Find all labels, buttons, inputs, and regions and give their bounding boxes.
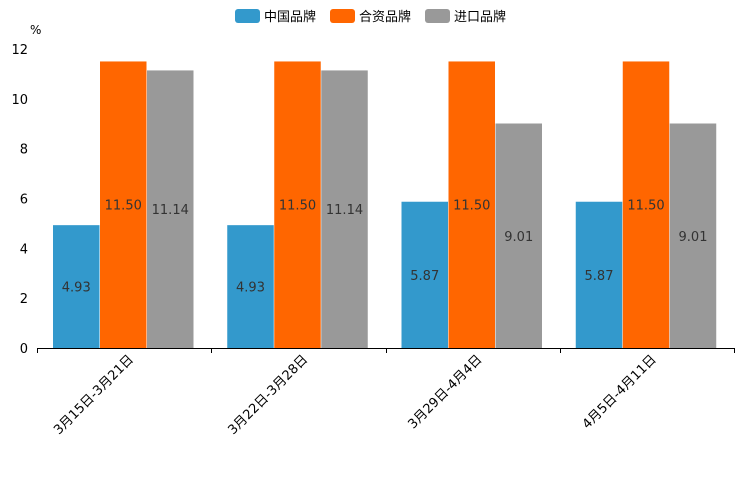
y-tick-label: 0 xyxy=(20,342,28,357)
bar-series3-cat1[interactable] xyxy=(147,70,194,348)
y-tick-label: 6 xyxy=(20,193,28,208)
y-axis-unit-label: % xyxy=(30,23,41,37)
data-label-series3-cat2: 11.14 xyxy=(326,203,363,218)
bar-series1-cat1[interactable] xyxy=(53,225,100,348)
data-label-series3-cat3: 9.01 xyxy=(504,230,533,245)
y-axis: 0 2 4 6 8 10 12 xyxy=(11,43,28,357)
y-tick-label: 12 xyxy=(11,43,28,58)
y-tick-label: 4 xyxy=(20,242,28,257)
legend-label-2[interactable]: 合资品牌 xyxy=(359,9,411,25)
legend-label-1[interactable]: 中国品牌 xyxy=(264,9,316,25)
x-tick-label: 3月15日-3月21日 xyxy=(51,352,137,438)
bar-series1-cat2[interactable] xyxy=(227,225,274,348)
x-tick-label: 4月5日-4月11日 xyxy=(580,352,660,432)
x-axis: 3月15日-3月21日 3月22日-3月28日 3月29日-4月4日 4月5日-4月1… xyxy=(37,348,735,438)
bar-series2-cat1[interactable] xyxy=(100,61,147,348)
data-label-series2-cat3: 11.50 xyxy=(453,199,490,214)
data-label-series3-cat4: 9.01 xyxy=(679,230,708,245)
legend-swatch-2[interactable] xyxy=(330,9,355,23)
bar-series3-cat3[interactable] xyxy=(495,123,543,349)
x-tick-label: 3月29日-4月4日 xyxy=(406,352,486,432)
bar-series2-cat3[interactable] xyxy=(448,61,496,348)
data-label-series2-cat1: 11.50 xyxy=(105,199,142,214)
legend-swatch-3[interactable] xyxy=(425,9,450,23)
bar-series2-cat2[interactable] xyxy=(274,61,321,348)
data-label-series3-cat1: 11.14 xyxy=(152,203,189,218)
legend-swatch-1[interactable] xyxy=(235,9,260,23)
bar-series1-cat3[interactable] xyxy=(401,201,449,348)
y-tick-label: 10 xyxy=(11,93,28,108)
legend-label-3[interactable]: 进口品牌 xyxy=(454,9,506,25)
x-tick-label: 3月22日-3月28日 xyxy=(225,352,311,438)
data-label-series1-cat3: 5.87 xyxy=(410,269,439,284)
data-label-series2-cat2: 11.50 xyxy=(279,199,316,214)
data-label-series2-cat4: 11.50 xyxy=(627,199,664,214)
bar-series2-cat4[interactable] xyxy=(622,61,670,348)
legend: 中国品牌 合资品牌 进口品牌 xyxy=(235,9,506,25)
bar-series1-cat4[interactable] xyxy=(575,201,623,348)
data-label-series1-cat4: 5.87 xyxy=(585,269,614,284)
data-label-series1-cat2: 4.93 xyxy=(236,281,265,296)
data-label-series1-cat1: 4.93 xyxy=(62,281,91,296)
bar-series3-cat4[interactable] xyxy=(669,123,717,349)
bar-series3-cat2[interactable] xyxy=(321,70,368,348)
bars: 4.93 11.50 11.14 4.93 11.50 11.14 5.87 11.50 9.0… xyxy=(53,61,717,349)
y-tick-label: 2 xyxy=(20,292,28,307)
y-tick-label: 8 xyxy=(20,143,28,158)
